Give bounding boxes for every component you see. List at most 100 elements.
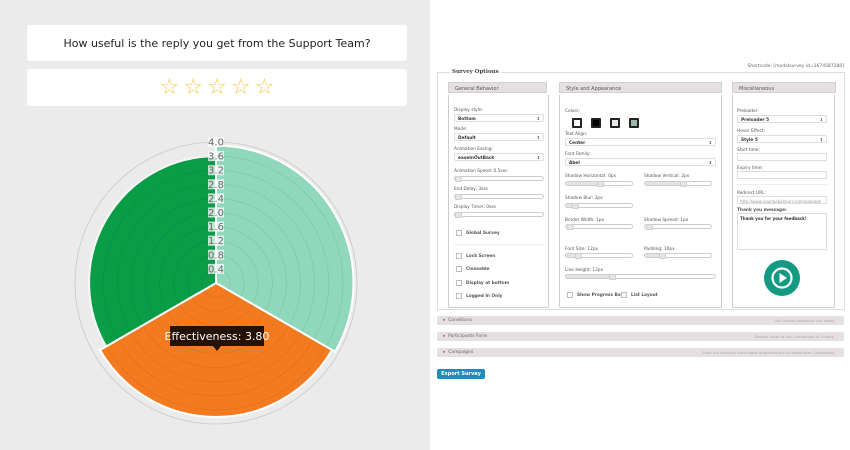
lock-screen-checkbox[interactable]: Lock Screen bbox=[456, 253, 495, 259]
play-preview-button[interactable] bbox=[762, 258, 802, 298]
accordion-title: Campaigns bbox=[448, 350, 474, 355]
tick-label: 1.6 bbox=[208, 222, 224, 233]
star-rating[interactable]: ☆ ☆ ☆ ☆ ☆ bbox=[27, 69, 407, 106]
animation-speed-slider[interactable] bbox=[454, 176, 544, 182]
show-progress-bar-checkbox[interactable]: Show Progress Bar bbox=[567, 292, 623, 298]
mode-select[interactable]: Default bbox=[454, 133, 544, 141]
star-icon[interactable]: ☆ bbox=[254, 74, 275, 100]
display-bottom-checkbox[interactable]: Display at bottom bbox=[456, 280, 509, 286]
accordion-description: Save the survey's form datas automatical… bbox=[702, 350, 834, 355]
tick-label-bg bbox=[208, 207, 224, 218]
start-time-input[interactable] bbox=[737, 153, 827, 161]
tick-label: 4.0 bbox=[208, 138, 224, 149]
display-timer-slider[interactable] bbox=[454, 212, 544, 218]
end-delay-slider[interactable] bbox=[454, 194, 544, 200]
expand-arrow-icon: ▸ bbox=[443, 334, 446, 339]
tick-label-bg bbox=[208, 235, 224, 246]
general-behavior-header: General Behavior bbox=[448, 82, 547, 93]
play-icon bbox=[771, 267, 793, 289]
thank-you-label: Thank you message: bbox=[737, 208, 787, 213]
question-text: How useful is the reply you get from the… bbox=[63, 36, 371, 50]
border-width-slider[interactable] bbox=[565, 224, 633, 230]
shadow-spread-label: Shadow Spread: 1px bbox=[644, 218, 689, 223]
star-icon[interactable]: ☆ bbox=[183, 74, 204, 100]
accordion-title: Participants Form bbox=[448, 334, 488, 339]
accordion-conditions[interactable]: ▸ Conditions Set Actions based on the Vot… bbox=[437, 316, 844, 325]
list-layout-checkbox[interactable]: List Layout bbox=[621, 292, 658, 298]
redirect-url-input[interactable]: http://www.yourwebsiteurl.com/subpage bbox=[737, 196, 827, 204]
polar-segment bbox=[88, 155, 217, 348]
closeable-checkbox[interactable]: Closeable bbox=[456, 266, 489, 272]
tick-label: 0.4 bbox=[208, 264, 224, 275]
survey-options-fieldset: Survey Options bbox=[437, 69, 845, 310]
font-family-label: Font Family: bbox=[565, 152, 591, 157]
polar-segment bbox=[215, 144, 355, 354]
question-card: How useful is the reply you get from the… bbox=[27, 25, 407, 61]
miscellaneous-header: Miscellaneous bbox=[732, 82, 836, 93]
tooltip-text: Effectiveness: 3.80 bbox=[165, 330, 270, 343]
export-survey-button[interactable]: Export Survey bbox=[437, 369, 485, 379]
miscellaneous-panel bbox=[732, 95, 835, 308]
preloader-select[interactable]: Preloader 5 bbox=[737, 115, 827, 123]
animation-speed-label: Animation Speed: 0.5sec bbox=[454, 169, 508, 174]
expiry-time-input[interactable] bbox=[737, 171, 827, 179]
line-height-slider[interactable] bbox=[565, 274, 716, 280]
survey-preview: How useful is the reply you get from the… bbox=[0, 0, 430, 450]
expand-arrow-icon: ▸ bbox=[443, 318, 446, 323]
shadow-blur-slider[interactable] bbox=[565, 203, 633, 209]
color-swatch[interactable] bbox=[629, 118, 639, 128]
font-size-slider[interactable] bbox=[565, 253, 633, 259]
shadow-horizontal-slider[interactable] bbox=[565, 181, 633, 187]
accordion-title: Conditions bbox=[448, 318, 472, 323]
shadow-vertical-slider[interactable] bbox=[644, 181, 712, 187]
tick-label-bg bbox=[208, 193, 224, 204]
accordion-description: Set Actions based on the Votes bbox=[775, 318, 834, 323]
padding-label: Padding: 10px bbox=[644, 247, 675, 252]
accordion-description: Display Form at the Completion of Survey bbox=[754, 334, 834, 339]
font-family-select[interactable]: Abel bbox=[565, 158, 716, 166]
padding-slider[interactable] bbox=[644, 253, 712, 259]
divider bbox=[737, 184, 827, 185]
shadow-blur-label: Shadow Blur: 3px bbox=[565, 196, 603, 201]
start-time-label: Start time: bbox=[737, 148, 761, 153]
tick-label-bg bbox=[208, 179, 224, 190]
polar-area-chart: 0.4 0.8 1.2 1.6 2.0 2.4 2.8 3.2 3.6 4.0 Effectiven… bbox=[74, 137, 358, 425]
tick-label: 0.8 bbox=[208, 250, 224, 261]
colors-label: Colors: bbox=[565, 109, 580, 114]
tick-label: 2.8 bbox=[208, 180, 224, 191]
divider bbox=[454, 244, 544, 245]
global-survey-checkbox[interactable]: Global Survey bbox=[456, 230, 500, 236]
polar-segment bbox=[98, 281, 334, 418]
text-align-label: Text Align: bbox=[565, 132, 588, 137]
text-align-select[interactable]: Center bbox=[565, 138, 716, 146]
color-swatch[interactable] bbox=[591, 118, 601, 128]
border-width-label: Border Width: 1px bbox=[565, 218, 605, 223]
survey-options-legend: Survey Options bbox=[450, 69, 501, 75]
hover-effect-select[interactable]: Style 5 bbox=[737, 135, 827, 143]
preloader-label: Preloader: bbox=[737, 109, 759, 114]
logged-in-only-checkbox[interactable]: Logged In Only bbox=[456, 293, 502, 299]
color-swatch[interactable] bbox=[610, 118, 620, 128]
redirect-url-label: Redirect URL: bbox=[737, 191, 767, 196]
easing-select[interactable]: easeInOutBack bbox=[454, 153, 544, 161]
accordion-participants-form[interactable]: ▸ Participants Form Display Form at the C… bbox=[437, 332, 844, 341]
star-icon[interactable]: ☆ bbox=[207, 74, 227, 100]
tick-label-bg bbox=[208, 221, 224, 232]
tooltip-box bbox=[170, 326, 264, 351]
line-height-label: Line Height: 12px bbox=[565, 268, 604, 273]
color-swatch[interactable] bbox=[572, 118, 582, 128]
expand-arrow-icon: ▸ bbox=[443, 350, 446, 355]
tick-label-bg bbox=[208, 263, 224, 274]
tick-label-bg bbox=[208, 249, 224, 260]
tick-label: 2.0 bbox=[208, 208, 224, 219]
star-icon[interactable]: ☆ bbox=[159, 74, 180, 100]
display-style-select[interactable]: Bottom bbox=[454, 114, 544, 122]
star-icon[interactable]: ☆ bbox=[230, 74, 251, 100]
tick-label: 2.4 bbox=[208, 194, 224, 205]
accordion-campaigns[interactable]: ▸ Campaigns Save the survey's form datas … bbox=[437, 348, 844, 357]
shadow-spread-slider[interactable] bbox=[644, 224, 712, 230]
end-delay-label: End Delay: 3sec bbox=[454, 187, 489, 192]
style-appearance-header: Style and Appearance bbox=[559, 82, 722, 93]
thank-you-textarea[interactable]: Thank you for your feedback! bbox=[737, 213, 827, 250]
tick-label: 3.6 bbox=[208, 152, 224, 163]
